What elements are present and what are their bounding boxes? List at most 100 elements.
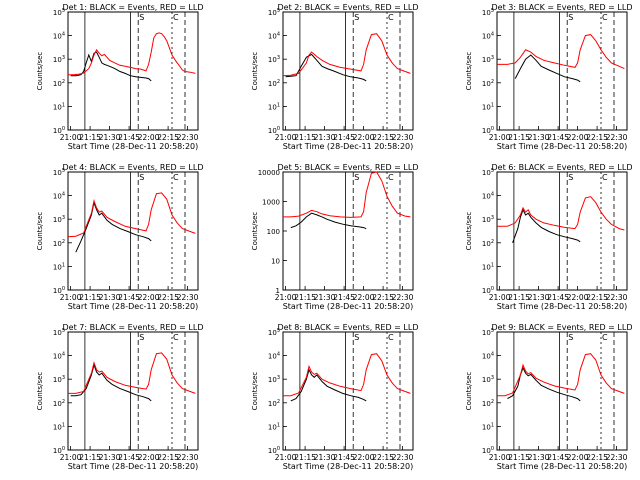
y-axis-label: Counts/sec bbox=[36, 212, 44, 251]
y-axis-label: Counts/sec bbox=[465, 52, 473, 91]
x-tick-label: 22:00 bbox=[567, 293, 589, 302]
y-tick-label: 101 bbox=[268, 102, 280, 111]
lld-series-line bbox=[283, 171, 411, 218]
plot-frame bbox=[496, 331, 628, 451]
y-tick-label: 104 bbox=[482, 32, 494, 41]
x-tick-label: 21:30 bbox=[528, 453, 550, 462]
y-tick-label: 101 bbox=[53, 102, 65, 111]
y-tick-label: 104 bbox=[268, 352, 280, 361]
lld-series-line bbox=[67, 192, 196, 238]
plot-frame bbox=[67, 11, 199, 131]
x-axis-label: Start Time (28-Dec-11 20:58:20) bbox=[283, 142, 414, 151]
x-tick-label: 21:45 bbox=[333, 453, 355, 462]
x-tick-label: 22:30 bbox=[177, 293, 199, 302]
y-tick-label: 104 bbox=[53, 352, 65, 361]
y-tick-label: 102 bbox=[268, 399, 280, 408]
y-tick-label: 100 bbox=[268, 126, 280, 135]
y-axis-label: Counts/sec bbox=[251, 212, 259, 251]
x-axis-label: Start Time (28-Dec-11 20:58:20) bbox=[283, 302, 414, 311]
plot-frame bbox=[282, 171, 414, 291]
events-series-line bbox=[507, 366, 581, 402]
time-marker-label: S bbox=[568, 333, 573, 342]
plot-title: Det 4: BLACK = Events, RED = LLD bbox=[63, 163, 204, 172]
y-tick-label: 104 bbox=[482, 192, 494, 201]
events-series-line bbox=[75, 200, 152, 253]
y-tick-label: 105 bbox=[53, 328, 65, 337]
y-tick-label: 105 bbox=[482, 8, 494, 17]
lld-series-line bbox=[282, 33, 411, 77]
x-tick-label: 21:45 bbox=[547, 133, 569, 142]
plot-frame bbox=[496, 11, 628, 131]
x-tick-label: 21:00 bbox=[275, 453, 297, 462]
x-tick-label: 21:30 bbox=[528, 133, 550, 142]
x-tick-label: 22:30 bbox=[392, 133, 414, 142]
y-tick-label: 101 bbox=[482, 102, 494, 111]
x-tick-label: 21:30 bbox=[314, 293, 336, 302]
x-tick-label: 21:15 bbox=[508, 453, 530, 462]
x-tick-label: 22:30 bbox=[177, 133, 199, 142]
y-tick-label: 100 bbox=[482, 126, 494, 135]
y-tick-label: 10 bbox=[271, 258, 280, 266]
x-tick-label: 21:30 bbox=[528, 293, 550, 302]
y-tick-label: 102 bbox=[482, 239, 494, 248]
plot-title: Det 1: BLACK = Events, RED = LLD bbox=[63, 3, 204, 12]
time-marker-label: C bbox=[388, 13, 394, 22]
x-tick-label: 21:30 bbox=[99, 133, 121, 142]
events-series-line bbox=[290, 212, 367, 230]
x-tick-label: 21:45 bbox=[333, 293, 355, 302]
lld-series-line bbox=[283, 353, 411, 397]
x-axis-label: Start Time (28-Dec-11 20:58:20) bbox=[68, 302, 199, 311]
y-tick-label: 100 bbox=[267, 228, 280, 236]
y-tick-label: 100 bbox=[53, 446, 65, 455]
plot-frame bbox=[496, 171, 628, 291]
x-tick-label: 21:30 bbox=[99, 293, 121, 302]
time-marker-label: C bbox=[173, 13, 179, 22]
y-axis-label: Counts/sec bbox=[36, 52, 44, 91]
y-tick-label: 100 bbox=[482, 446, 494, 455]
time-marker-label: S bbox=[568, 173, 573, 182]
x-tick-label: 22:15 bbox=[372, 453, 394, 462]
time-marker-label: S bbox=[354, 13, 359, 22]
x-tick-label: 22:00 bbox=[138, 293, 160, 302]
x-tick-label: 22:00 bbox=[353, 133, 375, 142]
y-axis-label: Counts/sec bbox=[465, 372, 473, 411]
x-tick-label: 22:15 bbox=[157, 133, 179, 142]
x-tick-label: 21:00 bbox=[60, 293, 82, 302]
events-series-line bbox=[512, 208, 581, 243]
x-tick-label: 21:45 bbox=[333, 133, 355, 142]
y-axis-label: Counts/sec bbox=[251, 372, 259, 411]
x-tick-label: 22:30 bbox=[392, 453, 414, 462]
y-tick-label: 102 bbox=[268, 79, 280, 88]
y-tick-label: 102 bbox=[53, 79, 65, 88]
x-tick-label: 22:15 bbox=[372, 133, 394, 142]
y-tick-label: 100 bbox=[53, 126, 65, 135]
x-tick-label: 21:45 bbox=[118, 293, 140, 302]
x-tick-label: 21:00 bbox=[275, 133, 297, 142]
x-tick-label: 22:00 bbox=[567, 453, 589, 462]
y-tick-label: 101 bbox=[268, 422, 280, 431]
y-tick-label: 100 bbox=[268, 446, 280, 455]
time-marker-label: S bbox=[139, 333, 144, 342]
events-series-line bbox=[70, 51, 152, 82]
x-tick-label: 21:00 bbox=[489, 133, 511, 142]
x-tick-label: 22:15 bbox=[157, 453, 179, 462]
y-tick-label: 103 bbox=[482, 55, 494, 64]
x-axis-label: Start Time (28-Dec-11 20:58:20) bbox=[68, 142, 199, 151]
x-tick-label: 21:30 bbox=[314, 133, 336, 142]
x-tick-label: 22:15 bbox=[586, 293, 608, 302]
y-axis-label: Counts/sec bbox=[36, 372, 44, 411]
lld-series-line bbox=[68, 32, 196, 76]
x-tick-label: 22:00 bbox=[138, 453, 160, 462]
lld-series-line bbox=[497, 34, 625, 70]
plot-title: Det 3: BLACK = Events, RED = LLD bbox=[492, 3, 633, 12]
x-tick-label: 21:00 bbox=[60, 133, 82, 142]
time-marker-label: C bbox=[602, 333, 608, 342]
x-tick-label: 21:45 bbox=[118, 453, 140, 462]
time-marker-label: S bbox=[354, 173, 359, 182]
x-tick-label: 21:00 bbox=[489, 453, 511, 462]
y-tick-label: 101 bbox=[482, 422, 494, 431]
x-tick-label: 21:15 bbox=[294, 133, 316, 142]
